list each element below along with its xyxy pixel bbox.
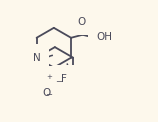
Text: N: N [43, 74, 51, 84]
Text: O: O [77, 17, 85, 27]
Text: O: O [53, 74, 61, 84]
Text: −: − [55, 77, 62, 86]
Text: −: − [46, 90, 52, 99]
Text: +: + [47, 74, 52, 80]
Text: N: N [33, 53, 40, 63]
Text: O: O [43, 88, 51, 98]
Text: F: F [61, 74, 67, 84]
Text: OH: OH [96, 32, 112, 42]
